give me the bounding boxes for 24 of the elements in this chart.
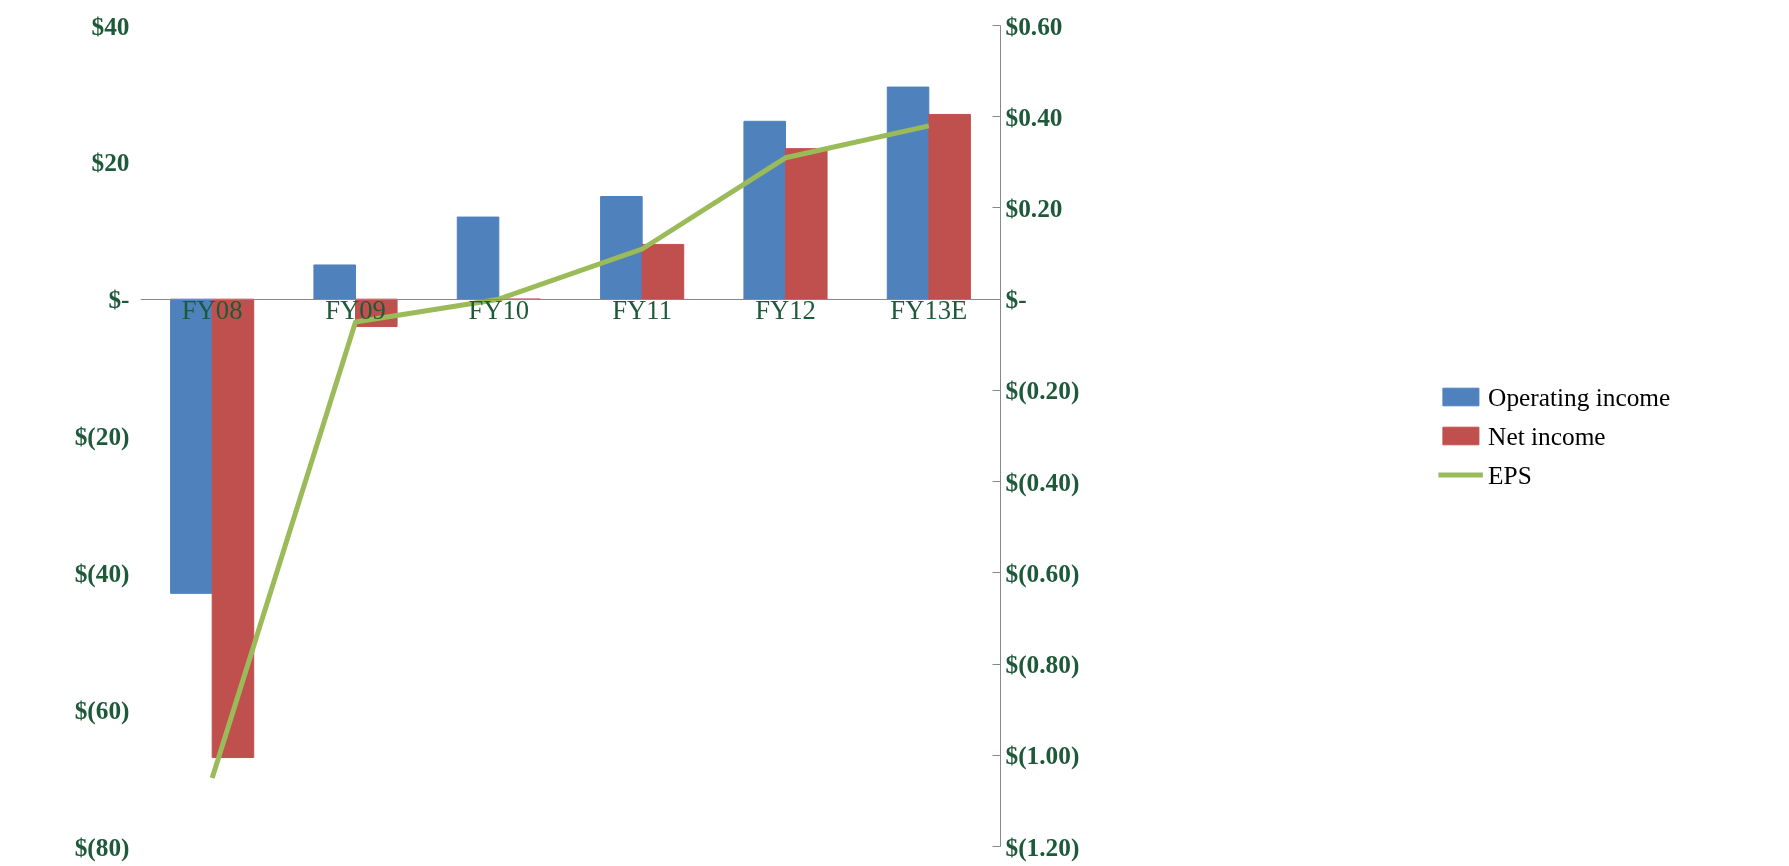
y-tick-label: $(20) <box>74 422 130 451</box>
y-tick-label: $(60) <box>74 695 130 725</box>
y-tick-label: $(40) <box>74 558 130 588</box>
y-tick-label: $40 <box>91 11 130 40</box>
y2-tick-label: $0.20 <box>1005 193 1063 222</box>
y-tick-label: $- <box>108 285 130 314</box>
x-tick-label: FY11 <box>612 295 673 326</box>
y2-tick-label: $- <box>1005 285 1027 314</box>
y2-tick-label: $(0.20) <box>1005 376 1080 406</box>
y2-tick-label: $(0.60) <box>1005 558 1080 588</box>
y2-tick-label: $(1.00) <box>1005 741 1080 771</box>
legend-label: Net income <box>1488 421 1606 450</box>
y-tick-label: $(80) <box>74 832 130 862</box>
y2-tick-label: $(0.40) <box>1005 467 1080 497</box>
y2-tick-label: $(0.80) <box>1005 650 1080 680</box>
y2-tick-label: $0.60 <box>1005 11 1063 40</box>
legend-label: EPS <box>1488 460 1532 489</box>
legend-label: Operating income <box>1488 382 1671 411</box>
x-tick-label: FY12 <box>755 295 816 326</box>
y-tick-label: $20 <box>91 148 130 177</box>
x-tick-label: FY09 <box>325 295 386 326</box>
y2-tick-label: $(1.20) <box>1005 832 1080 862</box>
x-tick-label: FY13E <box>890 295 968 326</box>
y2-tick-label: $0.40 <box>1005 102 1063 131</box>
